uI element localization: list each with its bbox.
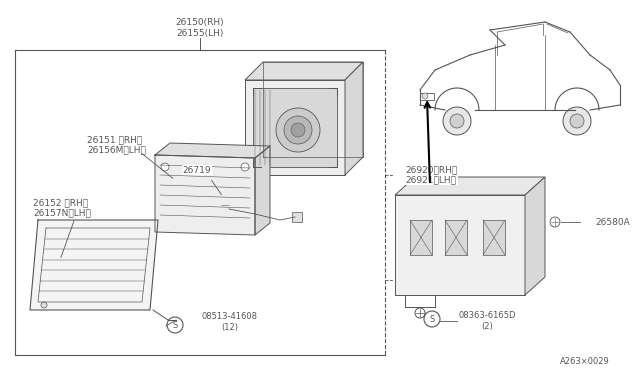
Circle shape xyxy=(422,93,428,99)
Circle shape xyxy=(167,317,183,333)
Bar xyxy=(245,80,345,175)
Text: 26152 〈RH〉
26157N〈LH〉: 26152 〈RH〉 26157N〈LH〉 xyxy=(33,198,91,218)
Circle shape xyxy=(276,108,320,152)
Circle shape xyxy=(450,114,464,128)
Circle shape xyxy=(424,311,440,327)
Circle shape xyxy=(41,302,47,308)
Polygon shape xyxy=(525,177,545,295)
Polygon shape xyxy=(345,62,363,175)
Bar xyxy=(483,220,505,255)
Bar xyxy=(420,93,434,100)
Bar xyxy=(253,88,337,167)
Polygon shape xyxy=(155,143,270,158)
Circle shape xyxy=(161,163,169,171)
Text: 26151 〈RH〉
26156M〈LH〉: 26151 〈RH〉 26156M〈LH〉 xyxy=(87,135,146,155)
Polygon shape xyxy=(255,146,270,235)
Circle shape xyxy=(415,308,425,318)
Circle shape xyxy=(443,107,471,135)
Polygon shape xyxy=(245,62,363,80)
Circle shape xyxy=(241,163,249,171)
Bar xyxy=(445,220,467,255)
Text: 26580A: 26580A xyxy=(595,218,630,227)
Circle shape xyxy=(291,123,305,137)
Polygon shape xyxy=(395,177,545,195)
Text: S: S xyxy=(429,314,435,324)
Circle shape xyxy=(563,107,591,135)
Circle shape xyxy=(550,217,560,227)
Polygon shape xyxy=(30,220,158,310)
Bar xyxy=(410,220,432,255)
Polygon shape xyxy=(155,155,255,235)
Circle shape xyxy=(221,188,229,196)
Bar xyxy=(292,212,302,222)
Polygon shape xyxy=(395,195,525,295)
Text: 08513-41608
(12): 08513-41608 (12) xyxy=(202,312,258,332)
Circle shape xyxy=(218,185,232,199)
Circle shape xyxy=(570,114,584,128)
Circle shape xyxy=(284,116,312,144)
Text: 08363-6165D
(2): 08363-6165D (2) xyxy=(458,311,516,331)
Text: S: S xyxy=(172,321,178,330)
Text: 26150(RH)
26155(LH): 26150(RH) 26155(LH) xyxy=(176,18,224,38)
Text: 26920〈RH〉
26921〈LH〉: 26920〈RH〉 26921〈LH〉 xyxy=(405,165,457,185)
Text: A263×0029: A263×0029 xyxy=(560,357,610,366)
Bar xyxy=(221,197,229,205)
Text: 26719: 26719 xyxy=(182,166,211,174)
